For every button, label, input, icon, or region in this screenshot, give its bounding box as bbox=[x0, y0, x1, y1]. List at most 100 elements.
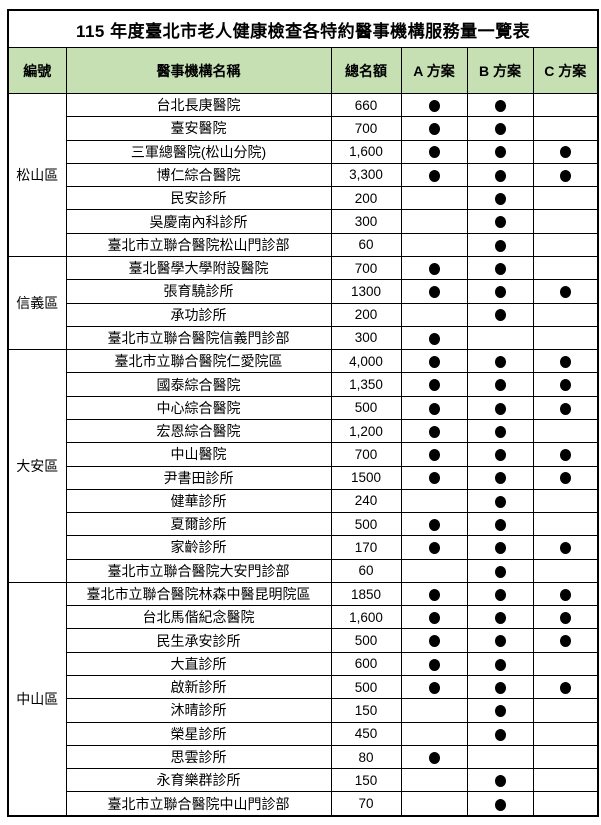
plan-b-cell bbox=[466, 302, 534, 327]
filled-dot-icon bbox=[494, 798, 506, 811]
table-row: 中山醫院 700 bbox=[8, 442, 599, 467]
plan-c-cell bbox=[532, 139, 599, 164]
plan-b-cell bbox=[466, 139, 534, 164]
plan-a-cell bbox=[400, 768, 468, 793]
plan-a-cell bbox=[400, 349, 468, 374]
table-row: 大直診所 600 bbox=[8, 651, 599, 677]
filled-dot-icon bbox=[428, 146, 440, 159]
quota-cell: 4,000 bbox=[330, 349, 402, 374]
institution-name-cell: 大直診所 bbox=[65, 651, 332, 677]
table-row: 松山區 台北長庚醫院 660 bbox=[7, 92, 599, 257]
plan-a-cell bbox=[400, 442, 468, 467]
plan-a-cell bbox=[400, 698, 468, 723]
filled-dot-icon bbox=[559, 612, 571, 625]
plan-a-cell bbox=[400, 628, 468, 653]
filled-dot-icon bbox=[428, 658, 440, 671]
filled-dot-icon bbox=[428, 402, 440, 415]
plan-c-cell bbox=[532, 418, 599, 444]
plan-a-cell bbox=[400, 209, 468, 234]
institution-name-cell: 沐晴診所 bbox=[65, 698, 332, 723]
quota-cell: 3,300 bbox=[330, 162, 402, 188]
quota-cell: 500 bbox=[330, 675, 402, 700]
institution-name-cell: 臺北市立聯合醫院松山門診部 bbox=[65, 232, 332, 257]
filled-dot-icon bbox=[494, 472, 506, 485]
quota-cell: 60 bbox=[330, 232, 402, 257]
institution-name-cell: 民安診所 bbox=[65, 186, 332, 211]
district-cell: 中山區 bbox=[7, 581, 67, 817]
plan-a-cell bbox=[400, 418, 468, 444]
quota-cell: 660 bbox=[330, 92, 402, 118]
plan-a-cell bbox=[400, 302, 468, 327]
quota-cell: 240 bbox=[330, 488, 402, 514]
table-row: 臺北市立聯合醫院松山門診部 60 bbox=[8, 232, 599, 257]
filled-dot-icon bbox=[494, 356, 506, 369]
table-body: 松山區 台北長庚醫院 660 臺安醫院 700 三軍總醫院(松山分院) 1,600 博仁綜合醫… bbox=[7, 92, 599, 817]
plan-a-cell bbox=[400, 116, 468, 141]
plan-b-cell bbox=[466, 442, 534, 467]
quota-cell: 200 bbox=[330, 302, 402, 327]
table-row: 沐晴診所 150 bbox=[8, 698, 599, 723]
plan-c-cell bbox=[532, 372, 599, 397]
table-row: 大安區 臺北市立聯合醫院仁愛院區 4,000 bbox=[7, 349, 599, 583]
filled-dot-icon bbox=[559, 588, 571, 601]
quota-cell: 60 bbox=[330, 558, 402, 583]
filled-dot-icon bbox=[559, 635, 571, 648]
plan-b-cell bbox=[466, 395, 534, 420]
table-row: 民安診所 200 bbox=[8, 186, 599, 211]
plan-a-cell bbox=[400, 488, 468, 514]
filled-dot-icon bbox=[494, 425, 506, 438]
plan-b-cell bbox=[466, 675, 534, 700]
plan-b-cell bbox=[466, 255, 534, 281]
quota-cell: 700 bbox=[330, 442, 402, 467]
plan-b-cell bbox=[466, 488, 534, 514]
table-row: 臺北市立聯合醫院中山門診部 70 bbox=[8, 791, 599, 817]
filled-dot-icon bbox=[494, 705, 506, 718]
quota-cell: 1850 bbox=[330, 581, 402, 607]
plan-b-cell bbox=[466, 791, 534, 817]
filled-dot-icon bbox=[494, 775, 506, 788]
filled-dot-icon bbox=[494, 635, 506, 648]
table-row: 中山區 臺北市立聯合醫院林森中醫昆明院區 1850 bbox=[7, 581, 599, 817]
institution-name-cell: 博仁綜合醫院 bbox=[65, 162, 332, 188]
plan-c-cell bbox=[532, 395, 599, 420]
filled-dot-icon bbox=[559, 681, 571, 694]
filled-dot-icon bbox=[559, 449, 571, 462]
institution-name-cell: 臺北市立聯合醫院信義門診部 bbox=[65, 325, 332, 351]
plan-b-cell bbox=[466, 465, 534, 490]
plan-c-cell bbox=[532, 279, 599, 304]
plan-c-cell bbox=[532, 349, 599, 374]
table-row: 臺安醫院 700 bbox=[8, 116, 599, 141]
filled-dot-icon bbox=[494, 495, 506, 508]
filled-dot-icon bbox=[559, 402, 571, 415]
institution-name-cell: 臺北市立聯合醫院大安門診部 bbox=[65, 558, 332, 583]
plan-c-cell bbox=[532, 605, 599, 630]
plan-c-cell bbox=[532, 535, 599, 560]
plan-c-cell bbox=[532, 186, 599, 211]
quota-cell: 700 bbox=[330, 255, 402, 281]
filled-dot-icon bbox=[559, 542, 571, 555]
institution-name-cell: 吳慶南內科診所 bbox=[65, 209, 332, 234]
quota-cell: 600 bbox=[330, 651, 402, 677]
filled-dot-icon bbox=[494, 728, 506, 741]
plan-b-cell bbox=[466, 535, 534, 560]
quota-cell: 170 bbox=[330, 535, 402, 560]
plan-c-cell bbox=[532, 675, 599, 700]
table-row: 永育樂群診所 150 bbox=[8, 768, 599, 793]
plan-a-cell bbox=[400, 372, 468, 397]
filled-dot-icon bbox=[428, 588, 440, 601]
filled-dot-icon bbox=[494, 402, 506, 415]
plan-c-cell bbox=[532, 721, 599, 746]
plan-b-cell bbox=[466, 209, 534, 234]
plan-c-cell bbox=[532, 255, 599, 281]
filled-dot-icon bbox=[428, 751, 440, 764]
table-row: 尹書田診所 1500 bbox=[8, 465, 599, 490]
plan-a-cell bbox=[400, 744, 468, 770]
column-header-plan-b: B 方案 bbox=[466, 47, 534, 94]
filled-dot-icon bbox=[428, 635, 440, 648]
filled-dot-icon bbox=[559, 169, 571, 182]
table-row: 榮星診所 450 bbox=[8, 721, 599, 746]
plan-b-cell bbox=[466, 744, 534, 770]
institution-name-cell: 啟新診所 bbox=[65, 675, 332, 700]
plan-c-cell bbox=[532, 744, 599, 770]
filled-dot-icon bbox=[559, 356, 571, 369]
